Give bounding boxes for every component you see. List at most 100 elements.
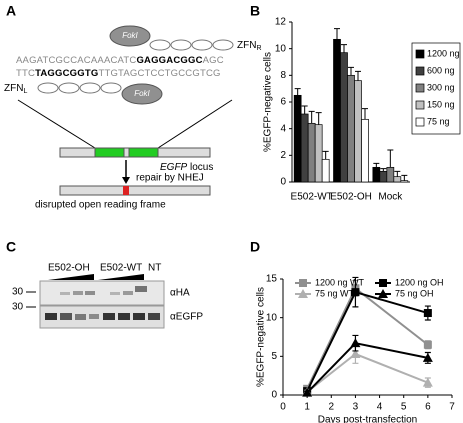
gene: EGFP bbox=[160, 162, 188, 173]
zfn-r: ZFNR bbox=[237, 40, 262, 53]
seq-part: AGC bbox=[203, 55, 224, 66]
error-bar bbox=[341, 44, 347, 53]
y-tick-label: 10 bbox=[275, 43, 287, 54]
x-tick-label: 3 bbox=[353, 402, 359, 413]
error-bar bbox=[401, 174, 408, 181]
marker bbox=[350, 338, 361, 348]
bar bbox=[293, 94, 302, 183]
fok-label: FokI bbox=[122, 31, 138, 40]
zfn-sub: R bbox=[256, 45, 261, 52]
sequence: AAGATCGCCACAAACATCGAGGACGGCAGC bbox=[16, 55, 224, 66]
diagram: FokI ZFNR AAGATCGCCACAAACATCGAGGACGGCAGC… bbox=[4, 25, 262, 211]
seq-part: TTC bbox=[16, 68, 35, 79]
error-bar bbox=[387, 149, 394, 168]
marker-label: 30 bbox=[12, 287, 24, 298]
bands bbox=[60, 286, 147, 295]
zinc-fingers bbox=[37, 82, 122, 94]
fok-domain bbox=[109, 25, 151, 47]
error-bar bbox=[308, 110, 315, 124]
error-bar bbox=[322, 150, 329, 160]
error-bar bbox=[373, 162, 380, 168]
bar bbox=[307, 122, 316, 183]
antibody-label: αHA bbox=[170, 288, 190, 299]
seq-part: TTGTAGCTCCTGCCGTCG bbox=[98, 68, 220, 79]
bar bbox=[300, 113, 309, 183]
result-label: disrupted open reading frame bbox=[35, 200, 166, 211]
x-tick-label: 5 bbox=[401, 402, 407, 413]
legend-label: 300 ng bbox=[427, 82, 455, 92]
bar bbox=[379, 170, 388, 183]
bar bbox=[400, 180, 409, 183]
x-tick-label: E502-WT bbox=[291, 192, 333, 203]
antibody-label: αEGFP bbox=[170, 312, 203, 323]
marker bbox=[422, 352, 433, 362]
x-tick-label: 0 bbox=[280, 402, 286, 413]
legend-label: 150 ng bbox=[427, 99, 455, 109]
x-tick-label: 6 bbox=[425, 402, 431, 413]
marker bbox=[423, 340, 432, 349]
zfn-sub: L bbox=[23, 88, 27, 95]
sequence: TTCTAGGCGGTGTTGTAGCTCCTGCCGTCG bbox=[16, 68, 221, 79]
error-bar bbox=[294, 88, 301, 96]
y-tick-label: 12 bbox=[275, 17, 287, 28]
bar bbox=[354, 80, 362, 183]
zoom-line bbox=[157, 99, 233, 149]
bar bbox=[340, 52, 348, 183]
x-tick-label: 2 bbox=[329, 402, 335, 413]
arrowhead bbox=[122, 177, 130, 184]
legend-label: 1200 ng bbox=[427, 48, 460, 58]
seq-part: AAGATCGCCACAAACATC bbox=[16, 55, 136, 66]
error-bar bbox=[348, 66, 354, 76]
lane-label: E502-WT bbox=[100, 263, 142, 274]
panel-label: B bbox=[250, 3, 260, 19]
x-axis-label: Days post-transfection bbox=[318, 415, 418, 423]
legend-label: 1200 ng WT bbox=[315, 277, 365, 287]
legend-swatch bbox=[415, 100, 425, 110]
x-tick-label: E502-OH bbox=[330, 192, 372, 203]
x-tick-label: Mock bbox=[378, 192, 403, 203]
marker bbox=[423, 309, 432, 318]
y-tick-label: 15 bbox=[266, 274, 278, 285]
legend-label: 1200 ng OH bbox=[395, 277, 444, 287]
egfp-part bbox=[94, 147, 125, 158]
legend-marker bbox=[298, 289, 308, 298]
repair-label: repair by NHEJ bbox=[136, 173, 204, 184]
error-bar bbox=[355, 70, 361, 81]
bar bbox=[393, 176, 402, 183]
y-tick-label: 0 bbox=[280, 177, 286, 188]
zfn-l: ZFNL bbox=[4, 83, 27, 96]
bar bbox=[361, 118, 369, 183]
seq-part: GAGGACGGC bbox=[136, 55, 202, 66]
y-axis-label: %EGFP-negative cells bbox=[263, 52, 274, 152]
error-bar bbox=[315, 112, 322, 125]
legend-marker bbox=[299, 279, 307, 287]
blot-strip bbox=[39, 305, 165, 329]
zoom-line bbox=[17, 99, 96, 149]
locus-label: EGFP locus bbox=[160, 162, 213, 173]
error-bar bbox=[301, 105, 308, 114]
x-tick-label: 1 bbox=[304, 402, 310, 413]
bar bbox=[321, 158, 330, 183]
locus-word: locus bbox=[187, 162, 213, 173]
legend-marker bbox=[379, 279, 387, 287]
locus bbox=[59, 185, 211, 196]
y-axis-label: %EGFP-negative cells bbox=[256, 287, 267, 387]
lane-label: NT bbox=[148, 263, 161, 274]
fok-label: FokI bbox=[134, 89, 150, 98]
bar bbox=[314, 124, 323, 183]
wedge bbox=[48, 274, 94, 280]
zfn-base: ZFN bbox=[237, 40, 256, 51]
blot: E502-OH E502-WT NT 30 30 αHA αEGFP bbox=[12, 263, 203, 329]
disruption bbox=[123, 186, 129, 195]
bar bbox=[372, 166, 381, 183]
error-bar bbox=[362, 108, 368, 120]
y-tick-label: 2 bbox=[280, 150, 286, 161]
y-tick-label: 6 bbox=[280, 97, 286, 108]
egfp-part bbox=[128, 147, 159, 158]
marker-label: 30 bbox=[12, 302, 24, 313]
error-bar bbox=[334, 28, 340, 40]
wedge bbox=[98, 274, 144, 280]
lane-label: E502-OH bbox=[48, 263, 90, 274]
legend-label: 75 ng OH bbox=[395, 288, 434, 298]
